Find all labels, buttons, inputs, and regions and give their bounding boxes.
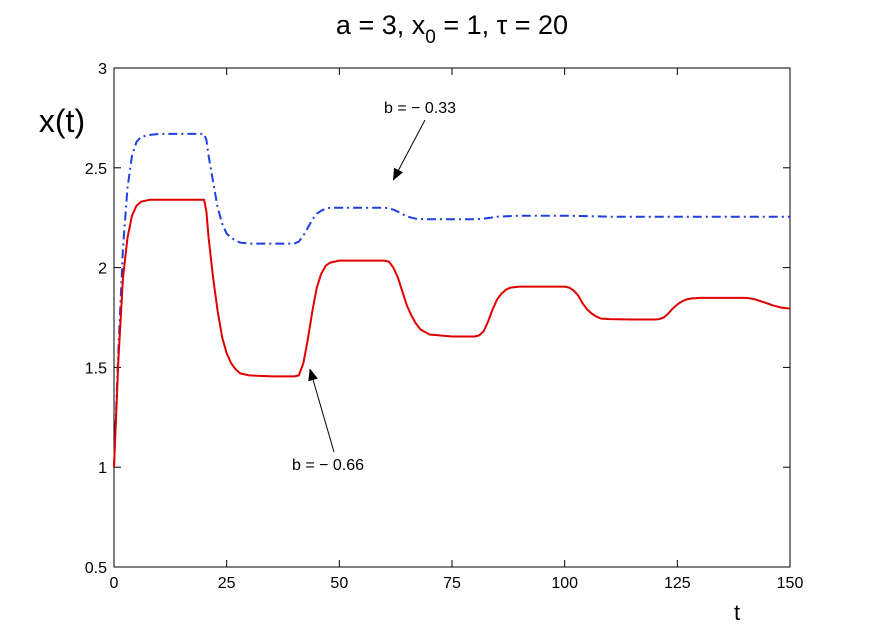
chart-title-part-b: = 1, τ = 20 [436, 10, 568, 40]
x-tick-label: 75 [443, 575, 461, 592]
annotation-label-b066: b = − 0.66 [292, 457, 364, 474]
axis-ticks: 0 25 50 75 100 125 150 0.5 1 1.5 2 2.5 3 [85, 61, 804, 592]
x-tick-label: 125 [664, 575, 691, 592]
y-tick-label: 0.5 [85, 560, 107, 577]
annotation-arrow-b066 [308, 368, 335, 453]
x-tick-label: 0 [110, 575, 119, 592]
y-tick-label: 3 [98, 61, 107, 78]
annotation-label-b033: b = − 0.33 [384, 100, 456, 117]
y-tick-label: 2.5 [85, 161, 107, 178]
x-tick-label: 150 [777, 575, 804, 592]
x-tick-label: 50 [330, 575, 348, 592]
series-layer [113, 132, 791, 468]
series-line-b033 [113, 132, 790, 468]
y-axis-label: x(t) [39, 103, 85, 139]
x-tick-label: 100 [551, 575, 578, 592]
x-tick-label: 25 [218, 575, 236, 592]
chart-title-subscript: 0 [425, 27, 436, 48]
x-axis-label: t [734, 600, 740, 625]
y-tick-label: 2 [98, 261, 107, 278]
annotation-layer: b = − 0.33 b = − 0.66 [292, 100, 456, 474]
series-line-b066 [113, 198, 791, 468]
annotation-arrow-b033 [392, 119, 426, 181]
y-tick-label: 1 [98, 460, 107, 477]
y-tick-label: 1.5 [85, 360, 107, 377]
chart-title-part-a: a = 3, x [336, 10, 426, 40]
chart-title: a = 3, x0 = 1, τ = 20 [336, 10, 568, 48]
plot-area [113, 67, 791, 568]
